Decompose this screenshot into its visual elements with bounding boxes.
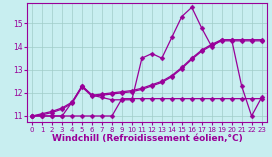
X-axis label: Windchill (Refroidissement éolien,°C): Windchill (Refroidissement éolien,°C) xyxy=(51,134,242,143)
